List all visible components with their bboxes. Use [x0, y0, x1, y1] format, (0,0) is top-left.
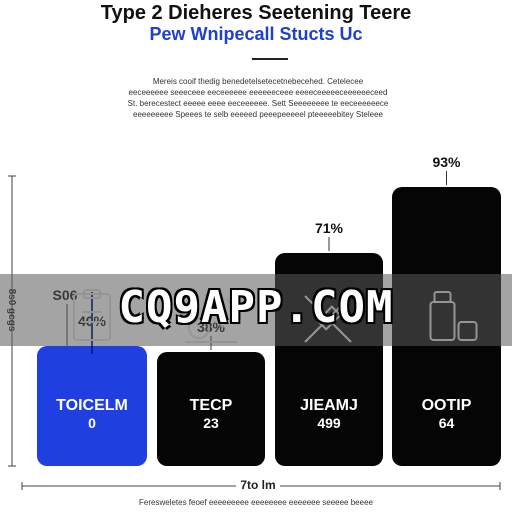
category-label: TECP: [190, 397, 233, 414]
category-sublabel: 499: [317, 415, 341, 431]
category-sublabel: 64: [439, 415, 455, 431]
description-block: Mereis cooif thedig benedetelsetecetnebe…: [96, 76, 420, 120]
x-axis-label: 7to lm: [240, 478, 275, 492]
title-divider: [252, 58, 288, 60]
category-label: OOTIP: [422, 397, 472, 414]
category-sublabel: 23: [203, 415, 219, 431]
description-line: Mereis cooif thedig benedetelsetecetnebe…: [152, 77, 364, 86]
x-axis-label-backing: [236, 477, 280, 493]
value-label: 93%: [432, 154, 461, 170]
description-line: eeceeeeee seeeceee eeceeeeee eeeeeeceee …: [128, 88, 388, 97]
category-label: TOICELM: [56, 397, 128, 414]
bar-toicelm: [37, 346, 147, 466]
description-line: eeeeeeeee Speees te selb eeeeed peeepeee…: [133, 110, 383, 119]
page-subtitle: Pew Wnipecall Stucts Uc: [149, 24, 363, 44]
watermark-text: CQ9APP.COM: [118, 282, 394, 333]
category-label: JIEAMJ: [300, 397, 358, 414]
category-sublabel: 0: [88, 415, 96, 431]
chart-footer: Feresweletes feoef eeeeeeeee eeeeeeee ee…: [139, 498, 373, 507]
watermark-banner: [0, 274, 512, 346]
bar-tecp: [157, 352, 265, 466]
page-title: Type 2 Dieheres Seetening Teere: [100, 2, 412, 24]
value-label: 71%: [315, 220, 344, 236]
description-line: St. berecestect eeeee eeee eeceeeeee. Se…: [127, 99, 389, 108]
